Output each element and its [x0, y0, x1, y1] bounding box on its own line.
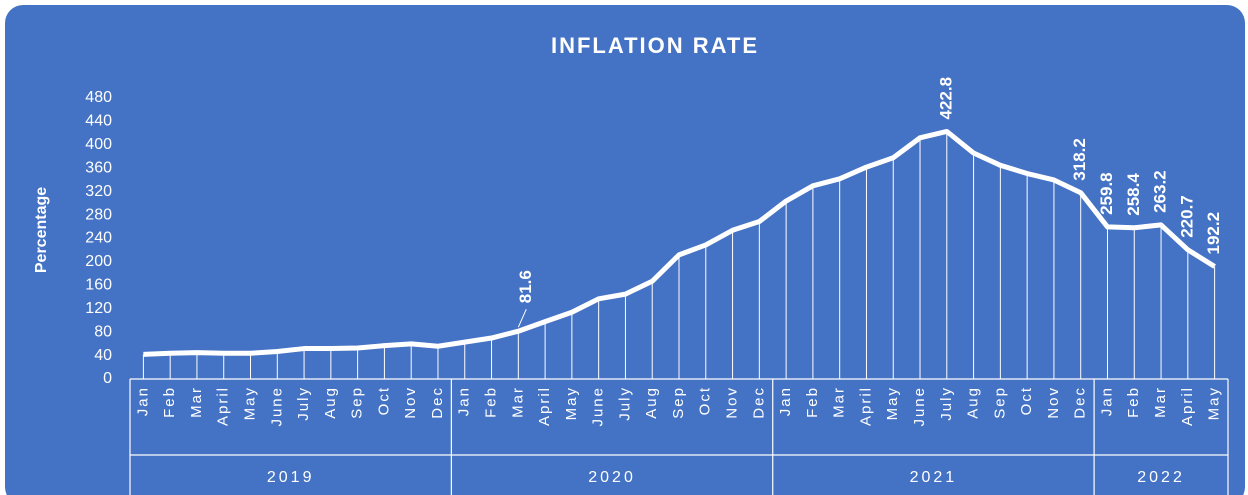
group-label: 2019 [267, 469, 315, 486]
data-line [143, 128, 1216, 357]
data-label: 263.2 [1151, 170, 1170, 213]
x-tick-label: Dec [429, 386, 446, 419]
x-tick-label: Sep [670, 386, 687, 419]
x-tick-label: Aug [643, 386, 660, 419]
y-tick-label: 400 [85, 136, 112, 153]
y-tick-label: 0 [103, 370, 112, 387]
y-tick-label: 440 [85, 113, 112, 130]
y-tick-label: 280 [85, 206, 112, 223]
x-tick-label: June [268, 386, 285, 427]
x-tick-label: Sep [349, 386, 366, 419]
y-axis-label: Percentage [33, 187, 50, 273]
x-tick-label: Jan [1098, 386, 1115, 416]
x-tick-label: Oct [1018, 386, 1035, 415]
x-tick-label: Mar [831, 386, 848, 418]
y-tick-label: 40 [94, 347, 112, 364]
data-label: 81.6 [516, 270, 535, 303]
x-tick-label: Nov [1045, 386, 1062, 419]
y-tick-label: 120 [85, 300, 112, 317]
x-tick-label: Dec [1072, 386, 1089, 419]
x-tick-label: May [563, 386, 580, 420]
x-tick-label: July [295, 386, 312, 421]
x-tick-label: Jan [456, 386, 473, 416]
x-tick-label: May [241, 386, 258, 420]
x-tick-label: Feb [804, 386, 821, 418]
data-label: 259.8 [1097, 172, 1116, 215]
chart-title: INFLATION RATE [551, 33, 759, 58]
leader-line [517, 309, 527, 328]
x-tick-label: May [884, 386, 901, 420]
x-tick-label: April [1179, 386, 1196, 426]
y-tick-label: 360 [85, 159, 112, 176]
group-label: 2022 [1137, 469, 1185, 486]
x-tick-label: Dec [750, 386, 767, 419]
x-tick-label: April [215, 386, 232, 426]
data-label: 422.8 [936, 77, 955, 120]
data-label: 318.2 [1070, 138, 1089, 181]
y-tick-label: 80 [94, 323, 112, 340]
data-label: 220.7 [1177, 195, 1196, 238]
x-tick-label: Feb [1125, 386, 1142, 418]
x-tick-label: Oct [375, 386, 392, 415]
x-tick-label: July [616, 386, 633, 421]
group-label: 2021 [910, 469, 958, 486]
y-tick-label: 480 [85, 89, 112, 106]
x-tick-label: July [938, 386, 955, 421]
group-label: 2020 [588, 469, 636, 486]
x-tick-label: Mar [1152, 386, 1169, 418]
x-tick-label: Jan [134, 386, 151, 416]
data-label: 258.4 [1124, 173, 1143, 216]
x-tick-label: Nov [402, 386, 419, 419]
x-tick-label: Jan [777, 386, 794, 416]
y-tick-label: 160 [85, 277, 112, 294]
x-tick-label: June [911, 386, 928, 427]
y-tick-label: 320 [85, 183, 112, 200]
y-tick-label: 200 [85, 253, 112, 270]
x-tick-label: Mar [188, 386, 205, 418]
data-label: 192.2 [1204, 212, 1223, 255]
x-tick-label: Aug [965, 386, 982, 419]
x-tick-label: June [590, 386, 607, 427]
x-tick-label: Sep [991, 386, 1008, 419]
x-tick-label: Oct [697, 386, 714, 415]
x-tick-label: Mar [509, 386, 526, 418]
x-tick-label: April [857, 386, 874, 426]
x-tick-label: Feb [161, 386, 178, 418]
x-tick-label: Feb [483, 386, 500, 418]
chart-background [5, 5, 1245, 495]
x-tick-label: Nov [724, 386, 741, 419]
x-tick-label: May [1206, 386, 1223, 420]
x-tick-label: Aug [322, 386, 339, 419]
x-tick-label: April [536, 386, 553, 426]
y-tick-label: 240 [85, 230, 112, 247]
